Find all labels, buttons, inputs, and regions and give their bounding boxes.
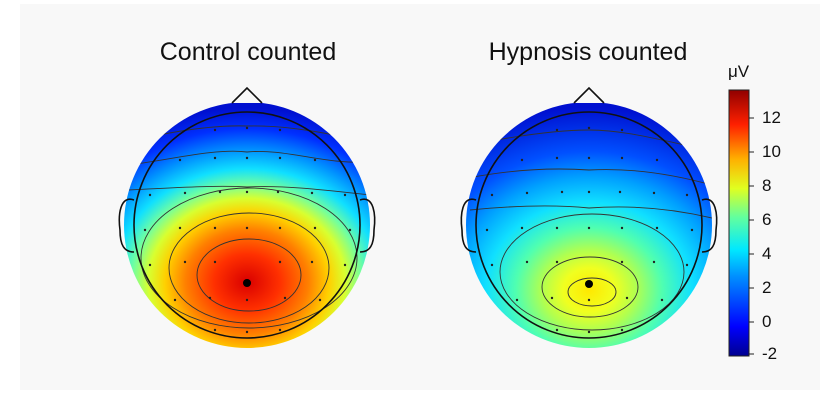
- peak-electrode: [243, 279, 251, 287]
- colorbar-tick-label: 0: [762, 312, 772, 331]
- map-title-hypnosis: Hypnosis counted: [488, 38, 688, 66]
- scalp-map-hypnosis: [460, 86, 718, 348]
- colorbar-tick-label: 2: [762, 278, 772, 297]
- right-ear: [359, 198, 376, 253]
- scalp-map-control: [118, 86, 376, 348]
- colorbar: [728, 89, 754, 357]
- right-ear: [701, 198, 718, 253]
- colorbar-unit-label: μV: [728, 62, 750, 81]
- head-outline: [475, 111, 703, 339]
- colorbar-tick-label: 12: [762, 108, 781, 127]
- nose: [231, 86, 263, 104]
- electrode-markers: [485, 126, 694, 334]
- colorbar-tick-label: 8: [762, 176, 772, 195]
- colorbar-ticks: [749, 117, 754, 355]
- colorbar-tick-label: -2: [762, 344, 778, 363]
- colorbar-gradient: [728, 89, 750, 357]
- colorbar-tick-label: 4: [762, 244, 772, 263]
- electrode-markers: [143, 126, 352, 334]
- colorbar-tick-label: 6: [762, 210, 772, 229]
- potential-field: [466, 102, 712, 348]
- map-title-control: Control counted: [159, 38, 337, 66]
- colorbar-tick-label: 10: [762, 142, 781, 161]
- peak-electrode: [585, 280, 593, 288]
- left-ear: [460, 198, 477, 253]
- left-ear: [118, 198, 135, 253]
- nose: [573, 86, 605, 104]
- potential-field: [124, 102, 370, 348]
- contour-lines: [467, 129, 712, 331]
- contour-lines: [127, 125, 370, 329]
- head-outline: [133, 111, 361, 339]
